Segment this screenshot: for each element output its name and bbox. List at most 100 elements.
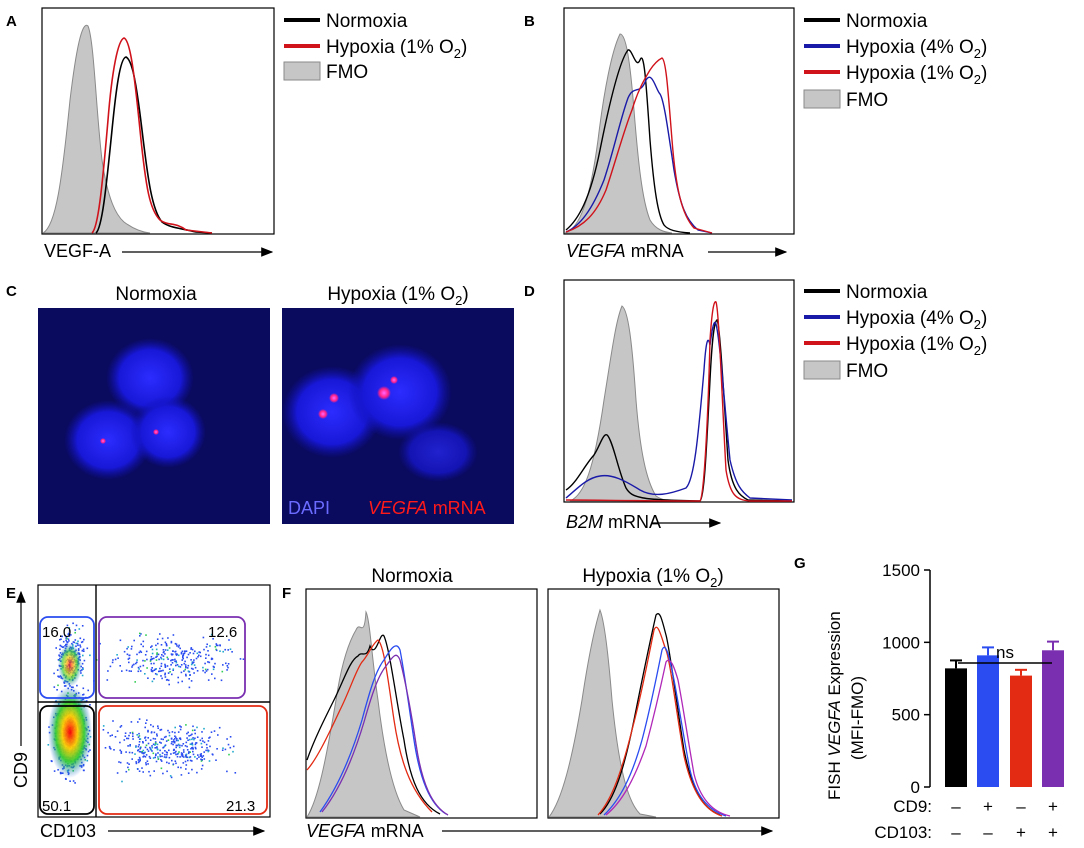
event-dot	[150, 724, 152, 726]
event-dot	[180, 651, 183, 654]
event-dot	[205, 653, 207, 656]
event-dot	[224, 648, 226, 651]
event-dot	[160, 656, 162, 659]
y-tick-label: 0	[911, 778, 920, 797]
event-dot	[194, 743, 197, 746]
nucleus	[348, 344, 452, 440]
x-axis-label-f: VEGFA mRNA	[306, 821, 424, 841]
event-dot	[195, 747, 197, 750]
event-dot	[165, 751, 168, 753]
event-dot	[199, 655, 202, 658]
event-dot	[154, 738, 157, 740]
event-dot	[142, 756, 144, 758]
event-dot	[155, 644, 157, 647]
event-dot	[174, 751, 176, 754]
event-dot	[165, 644, 168, 647]
event-dot	[134, 681, 136, 683]
event-dot	[131, 666, 133, 668]
event-dot	[134, 753, 136, 755]
event-dot	[149, 748, 152, 750]
event-dot	[179, 756, 181, 758]
gate-double-negative	[39, 705, 95, 815]
event-dot	[176, 753, 179, 755]
event-dot	[151, 652, 154, 655]
event-dot	[202, 666, 204, 669]
event-dot	[151, 680, 154, 683]
event-dot	[180, 671, 183, 674]
event-dot	[102, 725, 105, 727]
event-dot	[104, 747, 107, 749]
event-dot	[189, 652, 191, 654]
event-dot	[190, 743, 193, 745]
event-dot	[186, 749, 189, 751]
event-dot	[214, 646, 217, 648]
event-dot	[161, 654, 163, 656]
event-dot	[170, 659, 172, 662]
event-dot	[82, 687, 85, 690]
panel-e: E 16.0 12.6 50.1 21.3 CD9 CD103	[6, 584, 271, 841]
event-dot	[208, 661, 211, 664]
event-dot	[132, 732, 134, 735]
event-dot	[194, 650, 196, 653]
cd103-sign: –	[983, 823, 993, 842]
event-dot	[170, 653, 173, 655]
event-dot	[141, 750, 143, 753]
legend-label-normoxia-d: Normoxia	[846, 282, 928, 303]
event-dot	[128, 734, 130, 737]
event-dot	[155, 753, 157, 755]
event-dot	[80, 641, 83, 644]
legend-label-fmo-d: FMO	[846, 361, 888, 382]
event-dot	[156, 673, 158, 676]
event-dot	[184, 650, 186, 653]
event-dot	[139, 759, 141, 762]
event-dot	[192, 750, 194, 753]
event-dot	[194, 666, 197, 669]
event-dot	[199, 739, 202, 742]
event-dot	[141, 767, 143, 769]
cd9-sign: +	[983, 797, 993, 816]
event-dot	[175, 750, 177, 753]
legend-swatch-fmo-b	[803, 89, 841, 109]
event-dot	[159, 755, 162, 758]
event-dot	[166, 770, 168, 773]
event-dot	[175, 739, 178, 742]
event-dot	[202, 636, 205, 639]
event-dot	[168, 734, 171, 737]
event-dot	[189, 674, 191, 676]
event-dot	[229, 736, 232, 738]
event-dot	[215, 643, 218, 645]
y-axis-label-g-2: (MFI-FMO)	[848, 676, 867, 760]
event-dot	[165, 740, 168, 742]
event-dot	[172, 741, 175, 743]
event-dot	[138, 735, 141, 737]
event-dot	[175, 664, 177, 667]
event-dot	[137, 768, 139, 770]
event-dot	[78, 628, 81, 630]
event-dot	[144, 726, 146, 729]
event-dot	[160, 738, 163, 740]
legend-label-hypoxia-a: Hypoxia (1% O2)	[326, 37, 467, 61]
histogram-frame-d	[563, 279, 795, 503]
event-dot	[172, 763, 175, 765]
event-dot	[162, 738, 164, 741]
event-dot	[184, 760, 187, 763]
event-dot	[192, 747, 194, 750]
event-dot	[197, 656, 199, 658]
event-dot	[194, 729, 196, 731]
event-dot	[164, 673, 166, 676]
event-dot	[118, 761, 120, 763]
event-dot	[125, 669, 128, 672]
event-dot	[136, 661, 138, 664]
event-dot	[139, 632, 141, 635]
event-dot	[181, 659, 183, 661]
event-dot	[106, 679, 109, 681]
event-dot	[53, 672, 55, 675]
event-dot	[166, 665, 169, 667]
event-dot	[61, 646, 64, 648]
event-dot	[146, 667, 148, 669]
event-dot	[171, 659, 173, 661]
event-dot	[179, 738, 182, 741]
event-dot	[210, 657, 213, 660]
event-dot	[205, 657, 207, 659]
event-dot	[206, 668, 209, 671]
